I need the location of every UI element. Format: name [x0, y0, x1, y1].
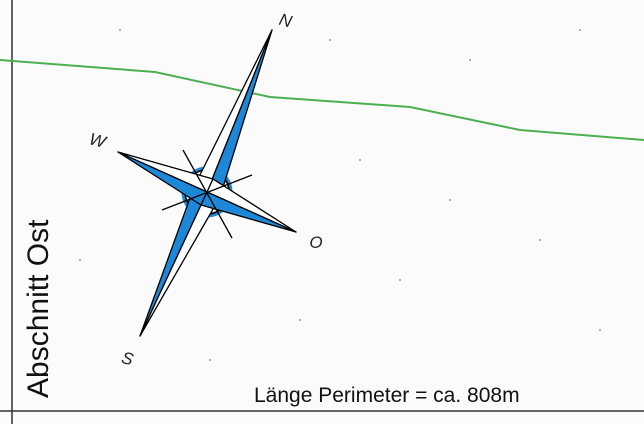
speckle	[599, 329, 601, 331]
speckle	[469, 59, 471, 61]
speckle	[119, 29, 121, 31]
speckle	[329, 39, 331, 41]
speckles	[79, 29, 601, 361]
perimeter-label: Länge Perimeter = ca. 808m	[254, 384, 520, 407]
speckle	[299, 319, 301, 321]
boundary-line	[0, 59, 644, 141]
speckle	[539, 239, 541, 241]
compass-north: N	[277, 10, 294, 32]
speckle	[449, 199, 451, 201]
compass-west: W	[87, 129, 109, 152]
compass-rose	[117, 29, 297, 337]
speckle	[79, 259, 81, 261]
speckle	[209, 359, 211, 361]
section-label: Abschnitt Ost	[22, 219, 55, 398]
arrow-east-bottom	[200, 191, 297, 233]
compass-tick	[182, 149, 233, 239]
compass-east: O	[309, 233, 322, 252]
compass-tick	[161, 174, 253, 211]
speckle	[399, 279, 401, 281]
speckle	[579, 29, 581, 31]
speckle	[359, 159, 361, 161]
